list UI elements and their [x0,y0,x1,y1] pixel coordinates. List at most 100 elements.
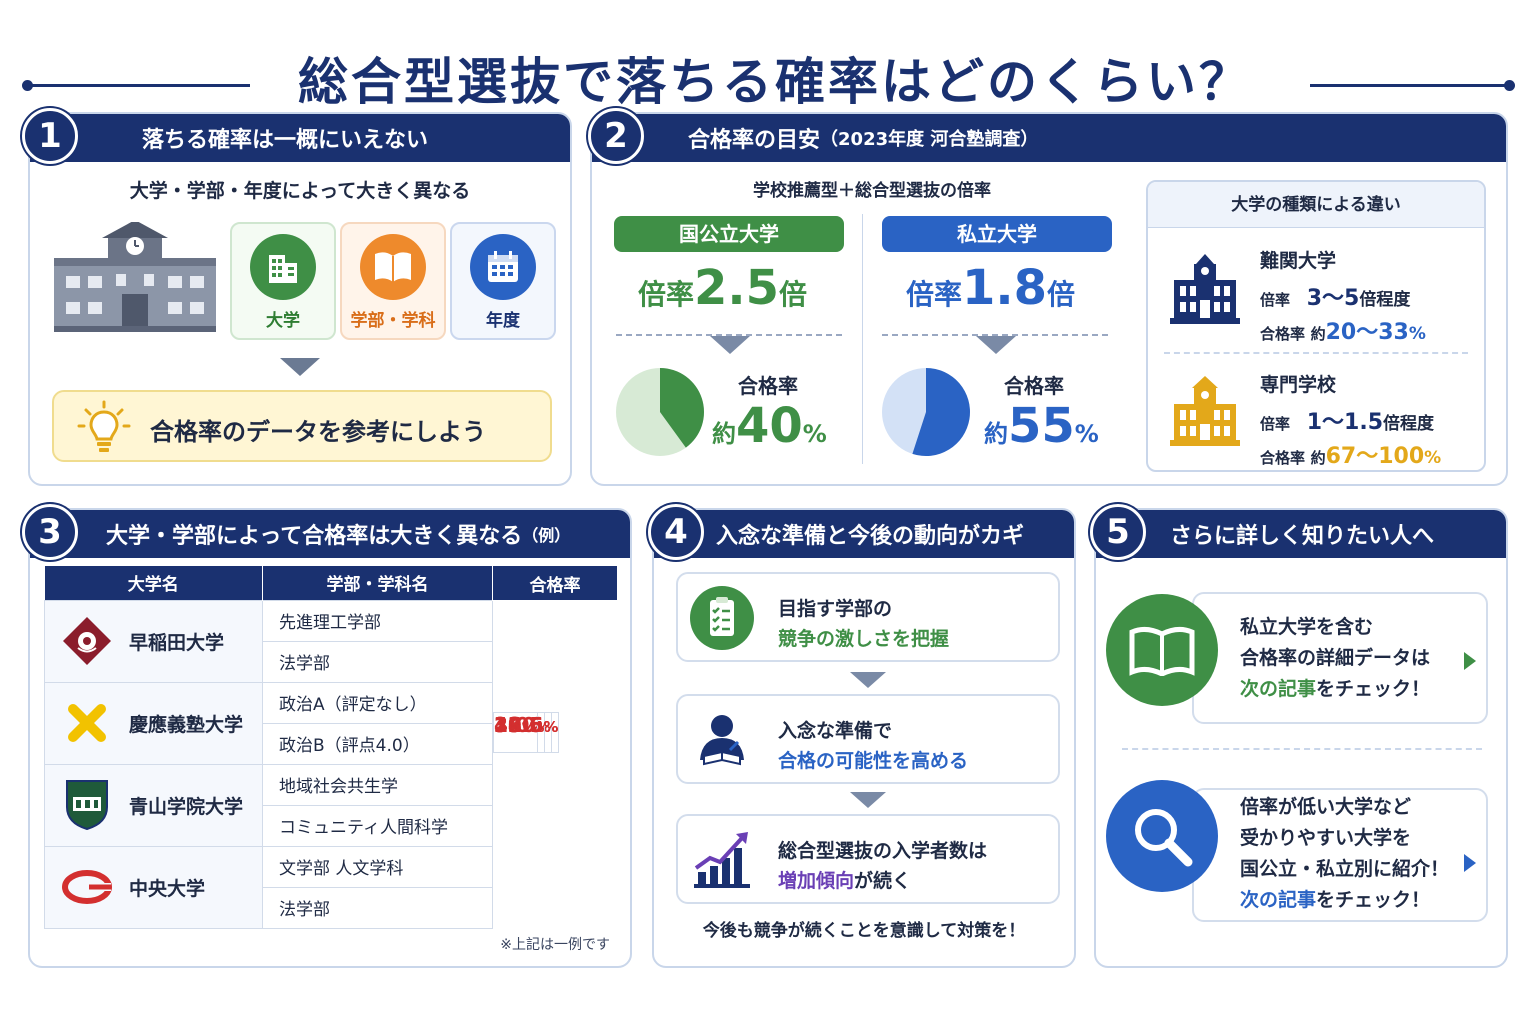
private-ratio-prefix: 倍率 [906,278,963,311]
kind-pass-value: 20～33 [1325,320,1409,345]
calendar-icon [470,234,536,300]
growth-chart-icon [694,832,750,888]
private-university-label: 私立大学 [882,216,1112,252]
section-1-panel: 落ちる確率は一概にいえない 大学・学部・年度によって大きく異なる 大学 学 [28,112,572,486]
card-2-link-line[interactable]: 次の記事をチェック！ [1194,885,1486,916]
section-5-separator [1122,748,1482,750]
table-row: 法学部 23.5% [45,712,618,929]
private-divider [882,334,1108,336]
university-cell: 中央大学 [44,845,263,929]
pass-rate-unit: % [521,718,537,736]
title-dot-right [1504,80,1515,91]
pass-rate-value: 23.5 [494,713,544,737]
down-arrow-icon [850,792,886,808]
down-arrow-icon [850,672,886,688]
private-pass-unit: % [1074,420,1099,448]
factor-year: 年度 [450,222,556,340]
kind-rate-value: 1～1.5 [1306,410,1384,435]
national-pass-label: 合格率 [738,374,798,398]
national-ratio-prefix: 倍率 [638,278,695,311]
title-rule-right [1310,84,1510,87]
kind-rate-label: 倍率 [1260,415,1291,433]
column-header-university: 大学名 [44,566,263,600]
faculty-cell: 先進理工学部 [262,599,493,642]
faculty-cell: 文学部 人文学科 [262,845,493,888]
kind-pass-prefix: 約 [1310,325,1326,343]
step-card: 目指す学部の 競争の激しさを把握 [676,572,1060,662]
table-row: 中央大学 文学部 人文学科 33% [44,712,618,929]
section-1-subtitle: 大学・学部・年度によって大きく異なる [129,180,471,202]
column-header-pass-rate: 合格率 [492,566,618,600]
table-row: コミュニティ人間科学 19% [45,712,618,847]
university-cell: 早稲田大学 [44,599,263,683]
elite-university-icon [1170,254,1240,324]
private-pass-label: 合格率 [1004,374,1064,398]
section-1-number: 1 [22,108,78,164]
pass-rate-value: 33 [494,713,522,737]
card-1-line: 合格率の詳細データは [1240,647,1431,669]
step-3-line2: 増加傾向が続く [778,866,911,893]
national-pass-unit: % [802,420,827,448]
kind-rate-unit: 倍程度 [1383,414,1435,434]
step-card: 入念な準備で 合格の可能性を高める [676,694,1060,784]
pass-rate-unit: % [543,718,559,736]
section-2-number: 2 [588,108,644,164]
pass-rate-value: 42 [494,713,522,737]
article-card-easy-universities[interactable]: 倍率が低い大学など 受かりやすい大学を 国公立・私立別に紹介！ 次の記事をチェッ… [1192,788,1488,922]
table-row: 慶應義塾大学 政治A（評定なし） 16.6% [44,681,618,765]
title-dot-left [22,80,33,91]
faculty-cell: 政治A（評定なし） [262,681,493,724]
national-ratio-unit: 倍 [779,278,808,311]
pass-rate-unit: % [521,718,537,736]
private-pass-slice [912,368,970,456]
section-1-heading: 落ちる確率は一概にいえない [142,128,429,153]
national-university-label: 国公立大学 [614,216,844,252]
private-pass-prefix: 約 [984,420,1008,448]
tip-text: 合格率のデータを参考にしよう [150,418,486,446]
checklist-icon [690,586,754,650]
faculty-cell: 政治B（評点4.0） [262,722,493,765]
step-1-line1: 目指す学部の [778,598,893,620]
card-2-line: 倍率が低い大学など [1240,796,1412,818]
pass-rate-value: 3.0 [494,713,530,737]
kind-pass-unit: % [1424,448,1442,468]
pass-rate-unit: % [535,718,551,736]
section-3-header: 大学・学部によって合格率は大きく異なる （例） [30,510,630,558]
step-3-suffix: が続く [854,870,912,892]
section-4-heading: 入念な準備と今後の動向がカギ [716,524,1025,549]
section-2-subtitle: 学校推薦型＋総合型選抜の倍率 [753,181,991,201]
kind-pass-value: 67～100 [1325,444,1425,469]
kind-rate-vocational: 倍率 1～1.5倍程度 [1260,404,1434,436]
kind-rate-value: 3～5 [1306,286,1360,311]
card-1-link-line[interactable]: 次の記事をチェック！ [1194,674,1486,705]
step-1-line2: 競争の激しさを把握 [778,628,950,650]
lightbulb-icon [77,400,131,452]
vocational-school-icon [1170,376,1240,446]
kind-row-vocational: 専門学校 倍率 1～1.5倍程度 合格率 約67～100% [1148,364,1484,470]
kind-separator [1164,352,1468,354]
national-pass-slice [660,368,705,448]
open-book-icon [1106,594,1218,706]
university-cell: 青山学院大学 [44,763,263,847]
card-1-link[interactable]: 次の記事 [1240,678,1317,700]
section-4-panel: 入念な準備と今後の動向がカギ 目指す学部の 競争の激しさを把握 入念な準備で 合… [652,508,1076,968]
faculty-cell: 地域社会共生学 [262,763,493,806]
factor-label-year: 年度 [486,311,520,331]
national-pass-number: 40 [736,398,803,454]
card-2-link[interactable]: 次の記事 [1240,889,1317,911]
step-card: 総合型選抜の入学者数は 増加傾向が続く [676,814,1060,904]
private-down-arrow-icon [976,336,1016,354]
faculty-cell: 法学部 [262,640,493,683]
card-2-link-suffix: をチェック！ [1316,889,1431,911]
column-header-faculty: 学部・学科名 [262,566,493,600]
play-arrow-icon [1464,854,1476,872]
aoyama-shield-icon [59,777,115,833]
private-pass-rate-pie [882,368,970,456]
private-pass-number: 55 [1008,398,1075,454]
university-name: 早稲田大学 [129,631,225,654]
article-card-pass-data[interactable]: 私立大学を含む 合格率の詳細データは 次の記事をチェック！ [1192,592,1488,724]
title-rule-left [28,84,250,87]
section-5-panel: さらに詳しく知りたい人へ 私立大学を含む 合格率の詳細データは 次の記事をチェッ… [1094,508,1508,968]
kind-rate-elite: 倍率 3～5倍程度 [1260,280,1410,312]
student-studying-icon [700,715,744,766]
